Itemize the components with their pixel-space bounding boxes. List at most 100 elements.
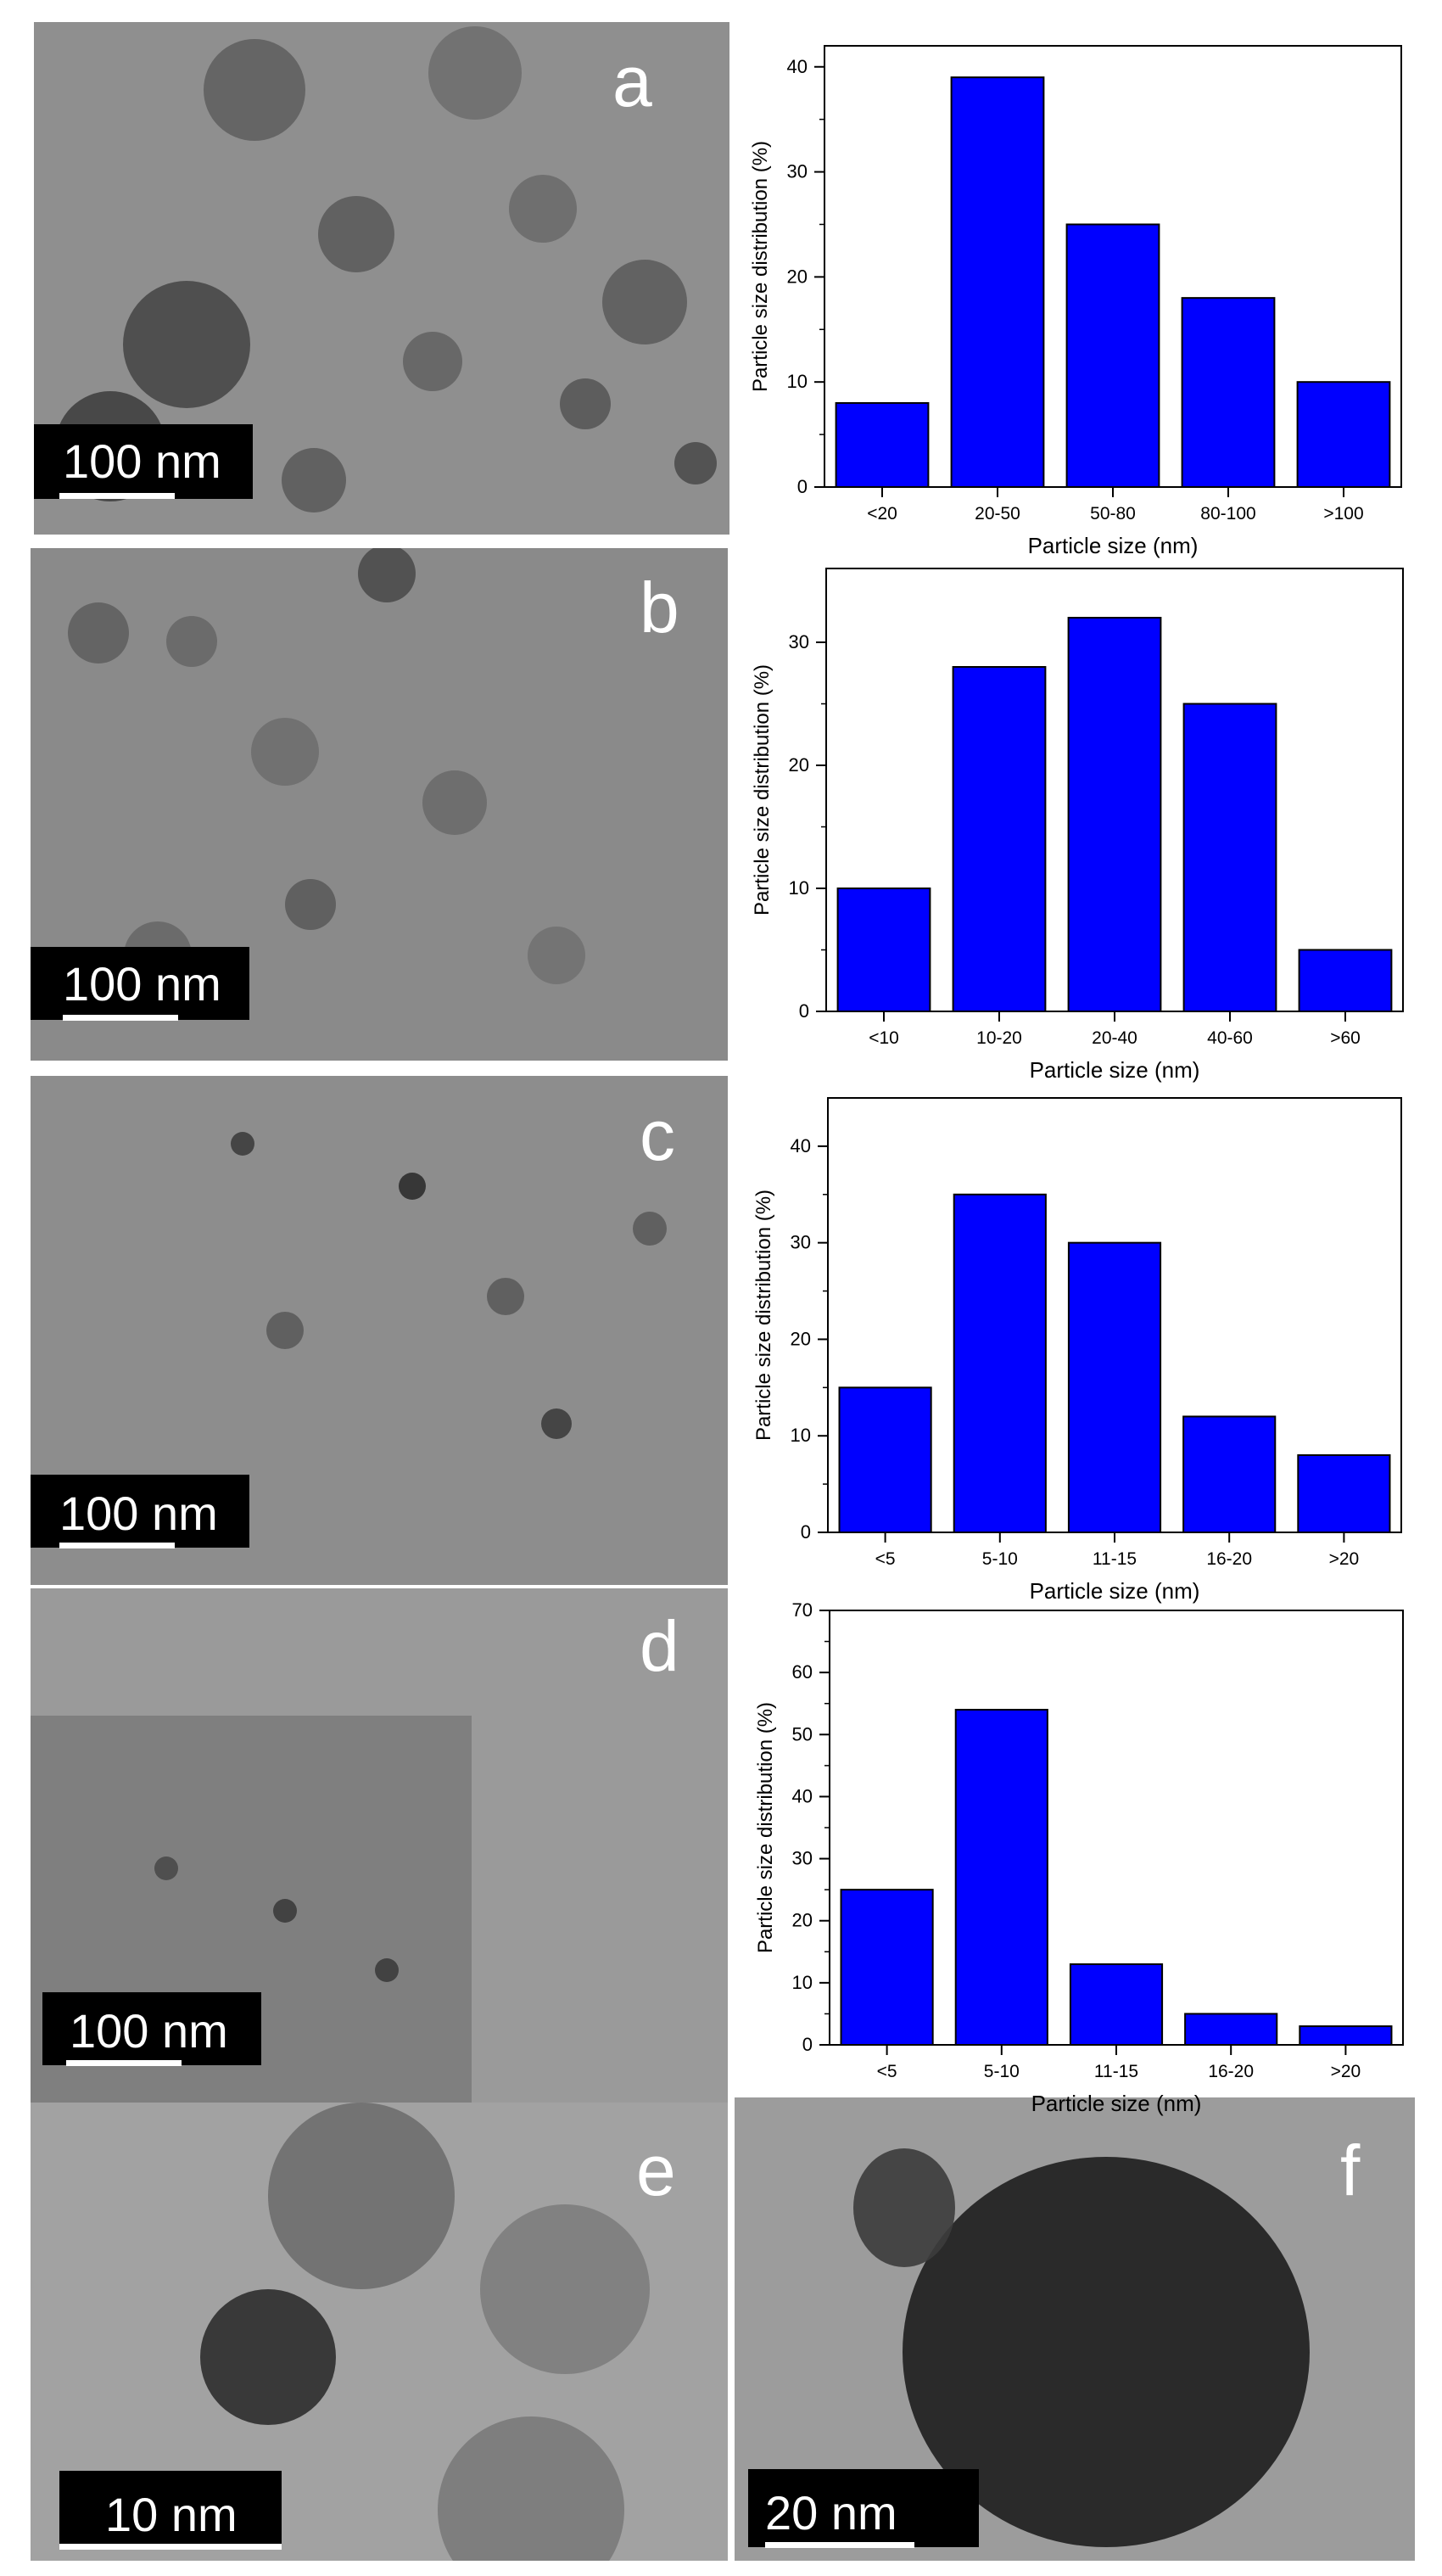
y-axis-label-c: Particle size distribution (%) [752,1190,775,1441]
bar-a-0 [835,401,930,489]
bar-d-3 [1184,2013,1278,2046]
scale-line-f [765,2542,914,2548]
ytick-label-c-3: 30 [791,1232,811,1253]
scale-line-a [59,493,175,499]
scale-label-d: 100 nm [70,2004,228,2058]
bar-a-4 [1296,381,1391,489]
histogram-a-svg: 0 10 20 30 40 <20 20-50 50-80 80-100 >100 Particle… [749,45,1402,558]
bar-b-0 [836,888,931,1012]
bar-c-3 [1182,1415,1277,1534]
ytick-label-b-3: 30 [789,631,809,652]
xtick-label-c-1: 5-10 [982,1549,1018,1569]
bar-b-1 [952,666,1047,1012]
x-axis-label-c: Particle size (nm) [1030,1578,1200,1604]
scale-label-e: 10 nm [105,2488,238,2541]
scale-bar-d: 100 nm [42,1992,261,2066]
panel-letter-e: e [636,2131,676,2210]
bar-a-3 [1181,297,1276,488]
panel-letter-f: f [1340,2131,1361,2210]
xtick-label-b-0: <10 [869,1028,899,1048]
ytick-label-b-2: 20 [789,754,809,776]
xtick-label-d-2: 11-15 [1094,2062,1138,2081]
ytick-label-c-1: 10 [791,1425,811,1446]
tem-image-d: d 100 nm [31,1588,728,2103]
ytick-label-d-6: 60 [792,1661,813,1683]
bar-d-1 [954,1709,1048,2046]
chart-d-bars [840,1709,1393,2046]
scale-line-c [59,1543,175,1548]
tem-image-a: a 100 nm [34,22,729,535]
panel-letter-c: c [640,1095,675,1175]
histogram-d: 0 10 20 30 40 50 60 70 <5 5-10 11-15 16-20 >20 Partic… [729,1588,1425,2116]
scale-bar-c: 100 nm [31,1475,249,1548]
scale-bar-a: 100 nm [34,424,253,499]
ytick-label-d-7: 70 [792,1599,813,1621]
x-axis-label-b: Particle size (nm) [1030,1057,1200,1083]
xtick-label-d-3: 16-20 [1208,2062,1254,2081]
y-axis-label-b: Particle size distribution (%) [751,664,774,916]
xtick-label-a-0: <20 [867,504,897,524]
ytick-label-c-0: 0 [801,1521,811,1543]
ytick-label-a-0: 0 [797,476,808,497]
histogram-a: 0 10 20 30 40 <20 20-50 50-80 80-100 >100 Particle… [729,25,1425,558]
xtick-label-c-3: 16-20 [1206,1549,1252,1569]
x-axis-label-a: Particle size (nm) [1028,533,1199,558]
xtick-label-b-3: 40-60 [1207,1028,1253,1048]
tem-image-e: e 10 nm [31,2103,728,2561]
ytick-label-d-0: 0 [802,2034,813,2055]
scale-bar-f: 20 nm [748,2469,979,2548]
bar-d-2 [1069,1963,1164,2046]
histogram-c: 0 10 20 30 40 <5 5-10 11-15 16-20 >20 Particle siz… [729,1078,1425,1604]
xtick-label-c-0: <5 [875,1549,896,1569]
xtick-label-d-4: >20 [1331,2062,1361,2081]
ytick-label-b-1: 10 [789,877,809,899]
chart-a-bars [835,76,1391,489]
scale-label-a: 100 nm [63,434,221,488]
xtick-label-c-4: >20 [1329,1549,1360,1569]
scale-label-c: 100 nm [59,1487,218,1540]
tem-image-c: c 100 nm [31,1076,728,1585]
bar-a-1 [950,76,1045,489]
y-axis-label-d: Particle size distribution (%) [754,1702,777,1953]
bar-c-2 [1067,1241,1162,1534]
x-axis-label-d: Particle size (nm) [1031,2091,1202,2116]
ytick-label-a-2: 20 [787,266,808,287]
bar-d-4 [1299,2025,1393,2046]
xtick-label-d-0: <5 [877,2062,897,2081]
xtick-label-a-1: 20-50 [975,504,1020,524]
xtick-label-a-3: 80-100 [1200,504,1255,524]
bar-b-3 [1182,703,1277,1012]
histogram-d-svg: 0 10 20 30 40 50 60 70 <5 5-10 11-15 16-20 >20 Partic… [754,1599,1404,2116]
chart-c-bars [838,1193,1391,1534]
ytick-label-d-1: 10 [792,1972,813,1993]
histogram-c-svg: 0 10 20 30 40 <5 5-10 11-15 16-20 >20 Particle siz… [752,1097,1402,1604]
ytick-label-d-2: 20 [792,1910,813,1931]
tem-image-b: b 100 nm [31,548,728,1061]
ytick-label-b-0: 0 [799,1000,809,1022]
xtick-label-b-2: 20-40 [1092,1028,1137,1048]
tem-texture-b [31,548,728,1061]
bar-c-1 [953,1193,1047,1533]
xtick-label-a-2: 50-80 [1090,504,1136,524]
scale-line-d [66,2060,182,2066]
scale-label-f: 20 nm [765,2486,897,2540]
xtick-label-c-2: 11-15 [1093,1549,1137,1569]
scale-bar-e: 10 nm [59,2471,282,2550]
y-axis-label-a: Particle size distribution (%) [749,141,772,392]
bar-b-4 [1298,949,1393,1012]
bar-c-4 [1297,1453,1391,1534]
ytick-label-c-4: 40 [791,1135,811,1156]
xtick-label-b-4: >60 [1330,1028,1361,1048]
bar-a-2 [1065,223,1160,488]
scale-label-b: 100 nm [63,957,221,1011]
histogram-b-svg: 0 10 20 30 <10 10-20 20-40 40-60 >60 Particle siz… [751,568,1404,1083]
tem-image-f: f 20 nm [735,2097,1415,2561]
xtick-label-d-1: 5-10 [984,2062,1020,2081]
panel-letter-d: d [640,1606,679,1686]
ytick-label-d-5: 50 [792,1723,813,1744]
chart-b-bars [836,617,1393,1012]
panel-letter-b: b [640,568,679,647]
panel-letter-a: a [612,42,652,121]
scale-line-b [63,1015,178,1021]
bar-c-0 [838,1386,932,1534]
